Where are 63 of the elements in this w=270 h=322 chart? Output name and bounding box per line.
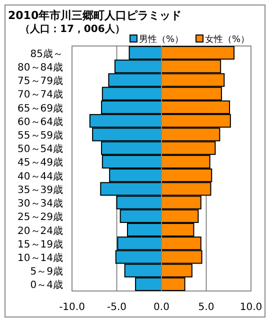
bar — [161, 264, 192, 278]
y-tick-label: 0～4歳 — [30, 279, 63, 292]
y-tick-label: 60～64歳 — [18, 116, 63, 128]
y-tick-label: 65～69歳 — [18, 102, 63, 114]
bar — [161, 128, 220, 142]
y-tick-label: 50～54歳 — [18, 143, 63, 156]
bar — [135, 277, 162, 291]
y-tick-label: 10～14歳 — [18, 252, 63, 264]
bar — [114, 60, 162, 74]
bar — [102, 154, 162, 168]
bar — [115, 250, 162, 264]
bar — [161, 114, 231, 128]
x-tick-label: 10.0 — [240, 302, 262, 313]
bar — [161, 46, 234, 60]
x-tick-label: -10.0 — [59, 302, 85, 313]
y-tick-label: 80～84歳 — [18, 61, 63, 74]
bar — [161, 222, 194, 237]
y-tick-label: 30～34歳 — [18, 198, 63, 210]
y-tick-label: 35～39歳 — [18, 184, 63, 196]
bar — [161, 182, 212, 196]
bar — [101, 141, 162, 155]
bar — [126, 222, 162, 237]
bar — [161, 100, 230, 114]
bar — [109, 168, 162, 182]
bar — [101, 100, 162, 114]
x-tick-label: -5.0 — [106, 302, 127, 313]
bar — [128, 46, 162, 60]
bar — [161, 168, 212, 182]
bar — [161, 277, 186, 291]
y-tick-label: 70～74歳 — [18, 88, 63, 101]
bar — [161, 141, 216, 155]
y-tick-label: 85歳～ — [30, 48, 63, 60]
bar — [117, 236, 162, 250]
y-tick-label: 45～49歳 — [18, 156, 63, 169]
bar — [124, 264, 162, 278]
bar — [161, 209, 199, 223]
bar — [161, 236, 202, 250]
bar — [108, 73, 162, 87]
chart-title: 2010年市川三郷町人口ピラミッド — [8, 9, 182, 22]
x-tick-label: 5.0 — [198, 302, 214, 313]
bar — [92, 128, 162, 142]
bar — [161, 250, 202, 264]
bar — [161, 86, 222, 100]
chart-subtitle: （人口：17，006人） — [20, 23, 125, 35]
y-tick-label: 5～9歳 — [30, 266, 63, 278]
bar — [89, 114, 162, 128]
bar — [161, 154, 210, 168]
bar — [102, 86, 162, 100]
bar — [100, 182, 162, 196]
y-tick-label: 25～29歳 — [18, 211, 63, 224]
y-tick-label: 75～79歳 — [18, 75, 63, 88]
x-tick-label: 0.0 — [154, 302, 170, 313]
bar — [161, 73, 225, 87]
y-tick-label: 40～44歳 — [18, 170, 63, 182]
y-tick-label: 15～19歳 — [18, 238, 63, 250]
legend-label: 女性（%） — [205, 34, 250, 45]
legend-label: 男性（%） — [139, 34, 184, 45]
y-tick-label: 20～24歳 — [18, 224, 63, 237]
bar — [120, 209, 162, 223]
bar — [161, 196, 202, 210]
bar — [116, 196, 162, 210]
y-tick-label: 55～59歳 — [18, 129, 63, 142]
bar — [161, 60, 222, 74]
